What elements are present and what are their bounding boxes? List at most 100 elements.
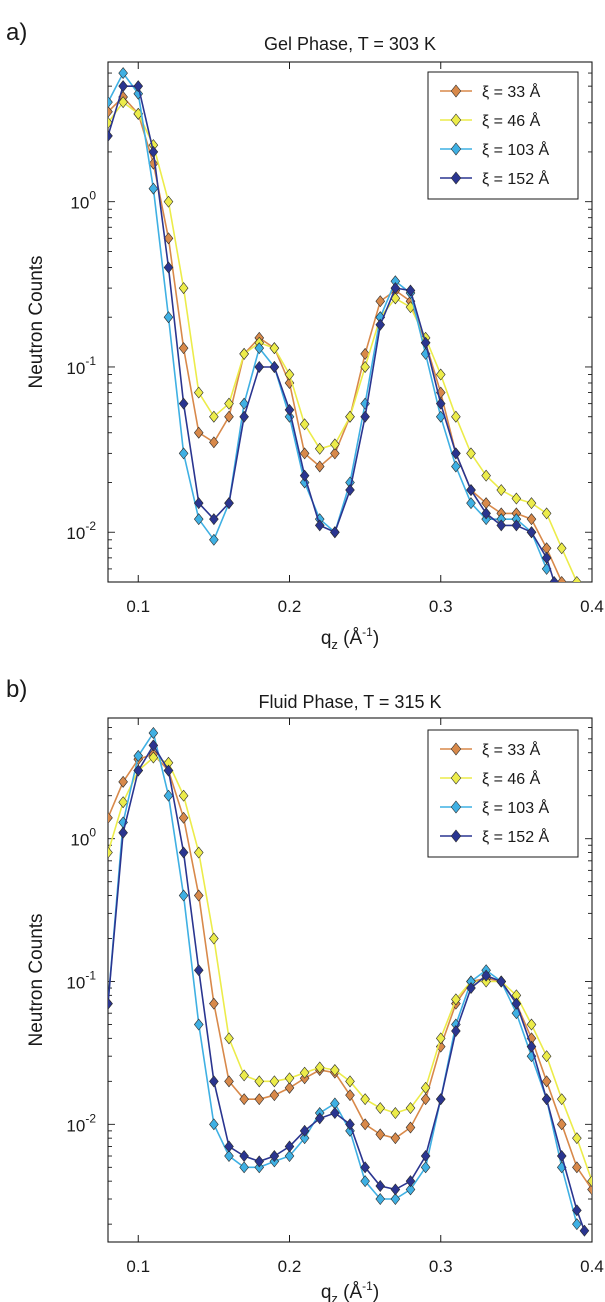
panel-a-legend-marker bbox=[450, 84, 462, 98]
panel-a-data-point bbox=[284, 410, 295, 423]
panel-b: b) Fluid Phase, T = 315 K 0.1 0.2 0.3 0.4 10-2… bbox=[6, 676, 604, 1302]
panel-a-data-point bbox=[314, 460, 325, 473]
panel-b-data-point bbox=[284, 1072, 295, 1085]
panel-a-data-point bbox=[178, 397, 189, 410]
panel-b-data-point bbox=[375, 1180, 386, 1192]
panel-b-data-point bbox=[284, 1081, 295, 1094]
panel-b-data-point bbox=[133, 749, 144, 762]
panel-b-data-point bbox=[541, 1075, 552, 1088]
panel-b-xtick-label: 0.4 bbox=[580, 1257, 604, 1276]
panel-a-data-point bbox=[466, 447, 476, 460]
panel-b-data-point bbox=[178, 811, 189, 824]
panel-b-data-point bbox=[405, 1183, 416, 1196]
panel-a-data-point bbox=[330, 447, 340, 460]
panel-a-xtick-label: 0.3 bbox=[429, 597, 453, 616]
panel-b-data-point bbox=[254, 1093, 265, 1106]
panel-b-data-point bbox=[330, 1064, 340, 1077]
panel-a-data-point bbox=[209, 436, 219, 449]
panel-b-data-point bbox=[133, 764, 144, 777]
panel-a-ytick-label: 10-1 bbox=[66, 354, 96, 378]
panel-b-data-point bbox=[314, 1061, 325, 1074]
panel-a-data-point bbox=[163, 232, 174, 245]
panel-b-data-point bbox=[209, 997, 219, 1010]
panel-b-data-point bbox=[118, 775, 128, 788]
panel-b-xtick-label: 0.2 bbox=[278, 1257, 302, 1276]
panel-b-data-point bbox=[224, 1075, 234, 1088]
panel-b-data-point bbox=[435, 1040, 446, 1053]
panel-b-data-point bbox=[209, 1118, 219, 1131]
panel-a-legend-marker bbox=[450, 142, 462, 156]
panel-b-data-point bbox=[269, 1089, 280, 1102]
panel-b-data-point bbox=[224, 1140, 234, 1153]
panel-b-data-point bbox=[405, 1121, 416, 1134]
panel-a-data-point bbox=[466, 484, 476, 497]
panel-a-data-point bbox=[314, 519, 325, 532]
panel-a-data-point bbox=[481, 507, 491, 520]
panel-a-data-point bbox=[193, 497, 204, 510]
panel-a-data-point bbox=[314, 442, 325, 455]
panel-b-data-point bbox=[420, 1093, 431, 1106]
panel-a-data-point bbox=[193, 426, 204, 439]
panel-b-data-point bbox=[572, 1218, 582, 1231]
panel-b-data-point bbox=[284, 1150, 295, 1162]
panel-a-xtick-label: 0.4 bbox=[580, 597, 604, 616]
panel-b-data-point bbox=[511, 997, 522, 1010]
panel-a-ytick-label: 100 bbox=[70, 189, 96, 213]
panel-b-data-point bbox=[299, 1066, 310, 1079]
panel-a-legend-label: ξ = 103 Å bbox=[482, 140, 550, 159]
panel-b-xtick-label: 0.1 bbox=[126, 1257, 150, 1276]
panel-a-data-point bbox=[511, 492, 522, 505]
panel-a-ytick-label: 10-2 bbox=[66, 519, 96, 543]
panel-b-data-point bbox=[239, 1069, 249, 1082]
panel-a-data-point bbox=[451, 460, 461, 473]
panel-a-ylabel: Neutron Counts bbox=[26, 255, 47, 388]
panel-b-data-point bbox=[345, 1124, 355, 1137]
panel-b-data-point bbox=[360, 1118, 370, 1131]
panel-b-ytick-label: 10-2 bbox=[66, 1111, 96, 1135]
panel-a-data-point bbox=[163, 311, 174, 324]
panel-a-data-point bbox=[108, 96, 113, 109]
panel-b-legend-marker bbox=[450, 771, 462, 785]
panel-a-data-point bbox=[375, 295, 386, 308]
panel-b-data-point bbox=[572, 1204, 582, 1217]
panel-a-data-point bbox=[299, 469, 310, 482]
panel-a-data-point bbox=[148, 145, 159, 158]
panel-a-legend: ξ = 33 Å ξ = 46 Å ξ = 103 Å ξ = 152 Å bbox=[427, 71, 579, 200]
panel-b-data-point bbox=[330, 1107, 340, 1120]
panel-a-title: Gel Phase, T = 303 K bbox=[264, 34, 436, 54]
panel-a-data-point bbox=[254, 342, 265, 355]
panel-a-data-point bbox=[526, 497, 537, 510]
panel-a-data-point bbox=[375, 318, 386, 331]
panel-a-data-point bbox=[224, 497, 234, 510]
panel-a-data-point bbox=[118, 67, 128, 80]
panel-a-data-point bbox=[451, 447, 461, 460]
panel-b-data-point bbox=[209, 932, 219, 945]
panel-a-data-point bbox=[345, 484, 355, 497]
panel-b-data-point bbox=[163, 764, 174, 777]
panel-a-data-point bbox=[108, 129, 113, 142]
panel-a-data-point bbox=[511, 519, 522, 532]
panel-b-data-point bbox=[178, 889, 189, 902]
panel-a-data-point bbox=[435, 397, 446, 410]
panel-b-data-point bbox=[118, 796, 128, 809]
panel-b-data-point bbox=[193, 846, 204, 859]
panel-a-data-point bbox=[451, 410, 461, 423]
panel-b-data-point bbox=[178, 789, 189, 802]
panel-b-data-point bbox=[390, 1107, 401, 1120]
panel-a-data-point bbox=[269, 360, 280, 373]
panel-a-data-point bbox=[118, 80, 128, 93]
panel-b-data-point bbox=[420, 1161, 431, 1174]
panel-b-data-point bbox=[345, 1118, 355, 1131]
panel-b-data-point bbox=[405, 1102, 416, 1115]
panel-b-ytick-label: 100 bbox=[70, 826, 96, 850]
panel-b-legend-marker bbox=[450, 800, 462, 814]
panel-a-plot-area bbox=[108, 67, 582, 582]
panel-a-data-point bbox=[360, 360, 370, 373]
panel-b-data-point bbox=[481, 969, 491, 982]
panel-a-data-point bbox=[193, 513, 204, 526]
panel-a-data-point bbox=[118, 96, 128, 109]
panel-a-legend-marker bbox=[450, 171, 462, 185]
panel-a-data-point bbox=[466, 497, 476, 510]
panel-a-xlabel: qz (Å-1) bbox=[321, 625, 379, 652]
